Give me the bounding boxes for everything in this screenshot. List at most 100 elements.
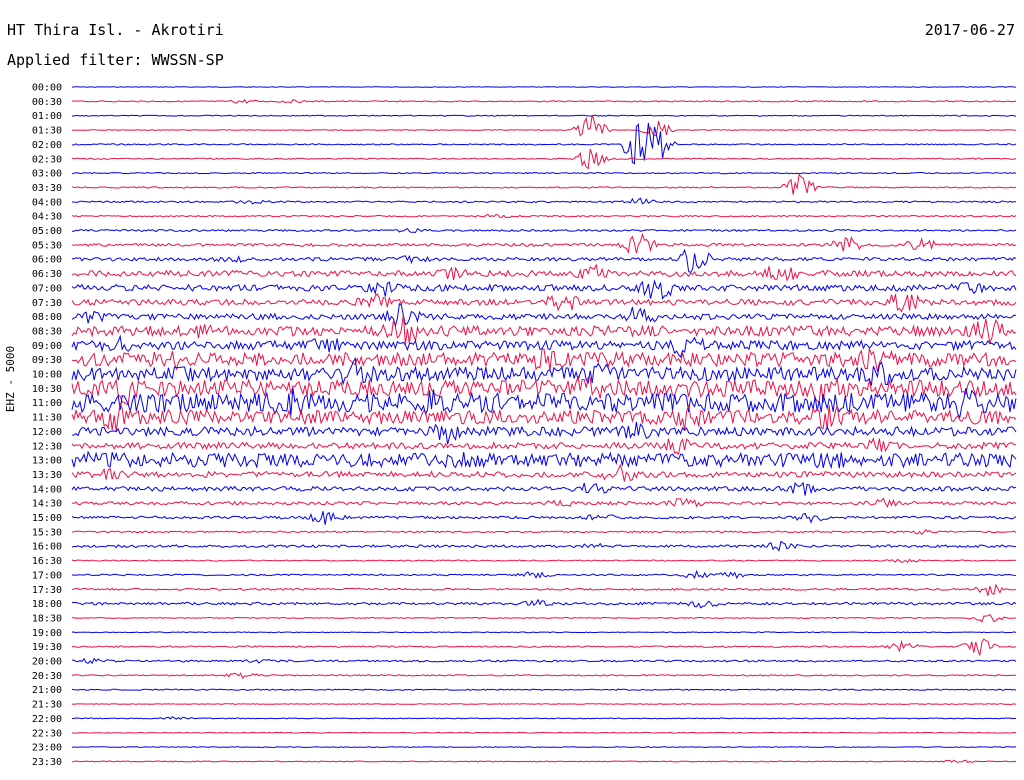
trace-row-1930	[71, 638, 1017, 656]
time-tick-label: 07:30	[32, 298, 62, 309]
time-tick-label: 20:30	[32, 671, 62, 682]
time-tick-label: 03:30	[32, 183, 62, 194]
trace-row-0000	[72, 86, 1017, 88]
trace-row-0200	[71, 122, 1017, 165]
time-tick-label: 00:30	[32, 97, 62, 108]
trace-row-1130	[71, 402, 1017, 432]
time-tick-label: 16:00	[32, 542, 62, 553]
trace-row-0500	[71, 227, 1017, 234]
time-tick-label: 13:30	[32, 470, 62, 481]
time-tick-label: 04:00	[32, 197, 62, 208]
trace-row-1730	[71, 583, 1017, 596]
trace-row-0300	[71, 171, 1017, 175]
time-tick-label: 16:30	[32, 556, 62, 567]
trace-row-1330	[71, 463, 1017, 482]
time-tick-label: 06:00	[32, 255, 62, 266]
time-tick-label: 00:00	[32, 83, 62, 94]
time-tick-label: 20:00	[32, 657, 62, 668]
time-tick-label: 11:30	[32, 413, 62, 424]
trace-row-1000	[71, 356, 1017, 386]
time-tick-label: 08:30	[32, 326, 62, 337]
time-tick-label: 02:30	[32, 154, 62, 165]
time-tick-label: 21:00	[32, 685, 62, 696]
trace-row-2030	[71, 672, 1017, 680]
trace-row-1300	[71, 450, 1017, 470]
trace-row-1400	[71, 481, 1017, 496]
trace-row-1200	[71, 421, 1017, 445]
station-title: HT Thira Isl. - Akrotiri	[7, 21, 224, 39]
time-tick-label: 10:30	[32, 384, 62, 395]
trace-row-0330	[71, 173, 1017, 195]
trace-row-1700	[71, 569, 1017, 580]
record-date: 2017-06-27	[924, 21, 1015, 39]
trace-row-0130	[71, 114, 1017, 137]
time-tick-label: 11:00	[32, 398, 62, 409]
time-tick-label: 07:00	[32, 283, 62, 294]
trace-row-0100	[72, 114, 1017, 117]
filter-label: Applied filter: WWSSN-SP	[7, 51, 224, 69]
time-tick-label: 12:30	[32, 441, 62, 452]
time-tick-label: 12:00	[32, 427, 62, 438]
time-tick-label: 17:00	[32, 570, 62, 581]
trace-row-0600	[72, 248, 1017, 274]
trace-row-1530	[71, 529, 1017, 536]
trace-row-0530	[71, 232, 1017, 254]
trace-row-1030	[71, 375, 1017, 406]
time-tick-label: 22:00	[32, 714, 62, 725]
time-tick-label: 06:30	[32, 269, 62, 280]
time-tick-label: 05:30	[32, 240, 62, 251]
time-tick-label: 03:00	[32, 169, 62, 180]
trace-row-2100	[71, 688, 1017, 691]
trace-row-2000	[71, 657, 1017, 665]
time-tick-label: 09:30	[32, 355, 62, 366]
time-tick-label: 10:00	[32, 370, 62, 381]
trace-row-0400	[71, 197, 1017, 205]
trace-row-0030	[71, 98, 1017, 104]
time-tick-label: 13:00	[32, 456, 62, 467]
trace-row-0430	[71, 213, 1017, 219]
time-tick-label: 09:00	[32, 341, 62, 352]
time-tick-label: 08:00	[32, 312, 62, 323]
time-tick-label: 22:30	[32, 728, 62, 739]
trace-row-0800	[71, 302, 1017, 329]
trace-row-1600	[71, 540, 1017, 552]
time-tick-label: 01:30	[32, 126, 62, 137]
time-tick-label: 14:00	[32, 484, 62, 495]
trace-row-2300	[71, 746, 1017, 749]
trace-row-2130	[71, 703, 1017, 705]
trace-row-0700	[71, 279, 1017, 300]
time-tick-label: 18:30	[32, 613, 62, 624]
time-tick-label: 15:00	[32, 513, 62, 524]
trace-row-0830	[71, 314, 1017, 345]
trace-row-1800	[71, 598, 1017, 609]
time-tick-label: 19:00	[32, 628, 62, 639]
trace-row-1500	[71, 511, 1017, 525]
trace-row-2200	[71, 716, 1017, 720]
time-tick-label: 23:00	[32, 743, 62, 754]
trace-row-2330	[71, 759, 1017, 764]
time-tick-label: 04:30	[32, 212, 62, 223]
trace-row-1630	[71, 558, 1017, 564]
time-tick-label: 15:30	[32, 527, 62, 538]
trace-row-1230	[71, 436, 1017, 455]
time-tick-label: 14:30	[32, 499, 62, 510]
time-tick-label: 19:30	[32, 642, 62, 653]
time-tick-label: 18:00	[32, 599, 62, 610]
time-tick-label: 05:00	[32, 226, 62, 237]
trace-row-0930	[71, 348, 1017, 372]
trace-row-0230	[71, 149, 1017, 170]
trace-row-1430	[72, 497, 1017, 508]
time-tick-label: 01:00	[32, 111, 62, 122]
trace-row-2230	[71, 731, 1017, 734]
time-tick-label: 23:30	[32, 757, 62, 768]
trace-row-1900	[71, 631, 1017, 634]
trace-row-0900	[71, 334, 1017, 359]
time-tick-label: 02:00	[32, 140, 62, 151]
trace-row-1100	[71, 387, 1017, 419]
trace-row-0630	[71, 263, 1017, 282]
time-tick-label: 17:30	[32, 585, 62, 596]
time-tick-label: 21:30	[32, 700, 62, 711]
trace-row-0730	[71, 293, 1017, 313]
